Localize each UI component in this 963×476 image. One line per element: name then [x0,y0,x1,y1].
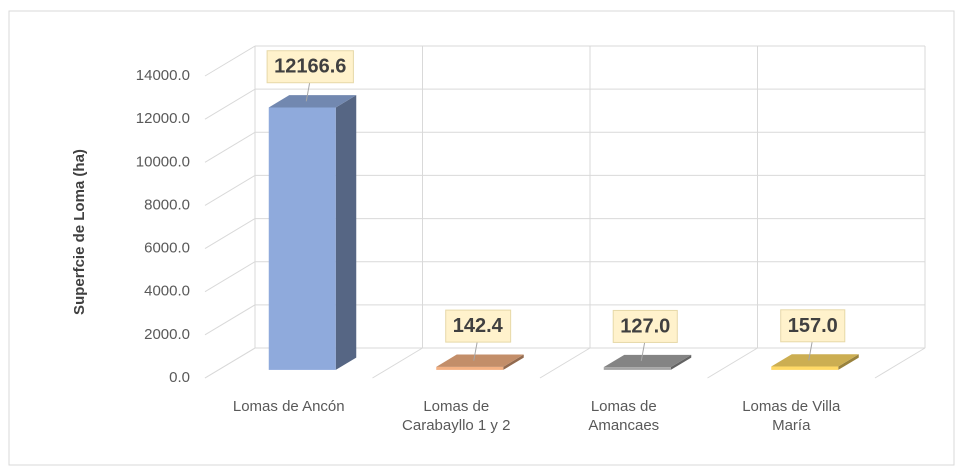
grid-line [204,88,256,120]
y-axis-title: Superfcie de Loma (ha) [71,149,88,315]
y-tick-label: 0.0 [169,369,190,386]
floor-line [874,347,926,379]
bar [603,367,671,370]
grid-line [204,304,256,336]
bar-top [268,95,357,108]
value-label: 157.0 [788,315,838,337]
bar-side [503,354,524,370]
bar-top [436,354,524,367]
floor-line [204,347,256,379]
grid-line [204,131,256,163]
grid-line [204,261,256,293]
chart-frame [8,10,955,466]
bar-side [838,354,859,370]
y-tick-label: 8000.0 [144,196,190,213]
bar [436,366,504,370]
grid-line [204,45,256,77]
value-label-box [612,309,678,343]
value-label: 12166.6 [274,56,346,78]
floor-line [707,347,758,379]
value-label: 142.4 [453,315,504,337]
bar-top [771,354,859,367]
value-label: 127.0 [620,315,670,337]
bar [771,366,839,370]
x-tick-label: Lomas de Ancón [232,398,345,415]
value-label-box [445,309,512,343]
x-tick-label: Lomas de Villa María [742,398,841,434]
bar-side [335,95,357,370]
grid-line [204,218,256,250]
y-tick-label: 6000.0 [144,240,190,257]
floor-line [539,347,591,379]
y-tick-label: 12000.0 [136,110,190,127]
y-tick-label: 10000.0 [136,153,190,170]
y-tick-label: 14000.0 [136,67,190,84]
x-tick-label: Lomas de Amancaes [588,398,660,434]
bar [268,107,336,370]
y-tick-label: 2000.0 [144,326,190,343]
bar-side [670,354,692,370]
y-tick-label: 4000.0 [144,283,190,300]
value-label-box [266,50,354,84]
floor-line [372,347,423,379]
grid-line [204,174,256,206]
bar-top [603,354,692,368]
value-label-box [780,309,846,343]
x-tick-label: Lomas de Carabayllo 1 y 2 [402,398,511,434]
